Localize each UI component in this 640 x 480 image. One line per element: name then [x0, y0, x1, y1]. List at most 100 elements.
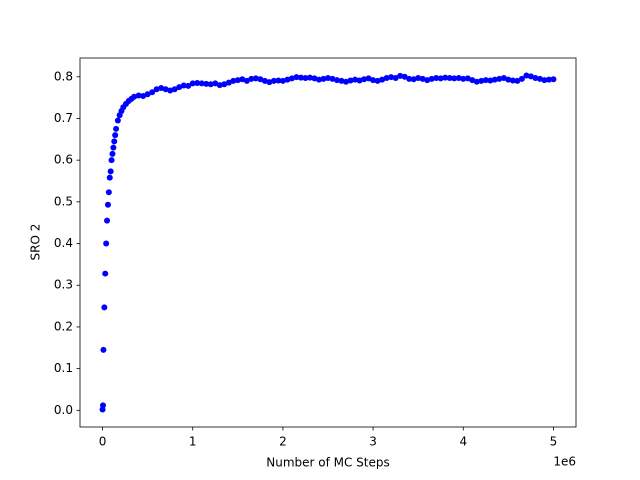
point: [140, 92, 147, 99]
point: [149, 89, 156, 96]
point: [171, 86, 178, 93]
point: [383, 75, 390, 82]
point: [198, 80, 205, 87]
point: [153, 86, 160, 93]
point: [401, 73, 408, 80]
point: [437, 75, 444, 82]
point: [356, 77, 363, 84]
point: [311, 75, 318, 82]
point: [288, 75, 295, 82]
point: [261, 77, 268, 84]
point: [541, 77, 548, 84]
point: [455, 75, 462, 82]
point: [302, 75, 309, 82]
x-tick-label: 1: [189, 435, 197, 449]
point: [101, 304, 108, 311]
point: [320, 75, 327, 82]
point: [230, 77, 237, 84]
x-tick-label: 5: [550, 435, 558, 449]
plot-frame: [79, 57, 577, 428]
y-tick-label: 0.2: [54, 319, 73, 333]
point: [189, 80, 196, 87]
point: [180, 82, 187, 89]
point: [527, 73, 534, 80]
point: [103, 240, 110, 247]
point: [108, 157, 115, 164]
point: [523, 72, 530, 79]
point: [104, 217, 111, 224]
point: [536, 75, 543, 82]
point: [100, 346, 107, 353]
point: [338, 77, 345, 84]
point: [167, 87, 174, 94]
point: [460, 75, 467, 82]
point: [392, 75, 399, 82]
point: [451, 75, 458, 82]
point: [135, 92, 142, 99]
x-tick-label: 3: [369, 435, 377, 449]
point: [361, 76, 368, 83]
point: [428, 75, 435, 82]
point: [297, 74, 304, 81]
point: [379, 76, 386, 83]
point: [203, 80, 210, 87]
x-offset-label: 1e6: [553, 455, 576, 469]
point: [275, 77, 282, 84]
point: [509, 77, 516, 84]
point: [550, 76, 557, 83]
point: [162, 86, 169, 93]
point: [464, 75, 471, 82]
point: [111, 138, 118, 145]
point: [352, 76, 359, 83]
point: [334, 77, 341, 84]
point: [109, 150, 116, 157]
point: [131, 93, 138, 100]
point: [194, 80, 201, 87]
point: [315, 76, 322, 83]
point: [107, 168, 114, 175]
x-axis-label: Number of MC Steps: [266, 456, 390, 470]
point: [388, 74, 395, 81]
point: [505, 76, 512, 83]
point: [104, 201, 111, 208]
point: [514, 77, 521, 84]
point: [252, 75, 259, 82]
point: [110, 144, 117, 151]
point: [99, 402, 106, 409]
point: [216, 82, 223, 89]
point: [207, 81, 214, 88]
x-tick-label: 0: [99, 435, 107, 449]
point: [257, 76, 264, 83]
point: [185, 82, 192, 89]
point: [496, 75, 503, 82]
point: [343, 78, 350, 85]
point: [325, 75, 331, 82]
point: [473, 78, 480, 85]
point: [113, 125, 120, 132]
point: [105, 189, 112, 196]
point: [239, 76, 246, 83]
point: [102, 270, 109, 277]
point: [442, 74, 449, 81]
point: [176, 84, 183, 91]
point: [482, 77, 489, 84]
y-tick-label: 0.3: [54, 278, 73, 292]
point: [397, 72, 404, 79]
point: [144, 91, 151, 98]
point: [284, 76, 291, 83]
point: [545, 76, 552, 83]
point: [158, 85, 165, 92]
point: [478, 77, 485, 84]
y-tick-label: 0.5: [54, 194, 73, 208]
point: [500, 75, 507, 82]
point: [248, 75, 255, 82]
y-axis-label: SRO 2: [29, 224, 43, 261]
x-tick-label: 2: [279, 435, 287, 449]
point: [347, 77, 354, 84]
point: [225, 79, 232, 86]
point: [234, 77, 241, 84]
point: [424, 77, 431, 84]
y-tick-label: 0.1: [54, 361, 73, 375]
